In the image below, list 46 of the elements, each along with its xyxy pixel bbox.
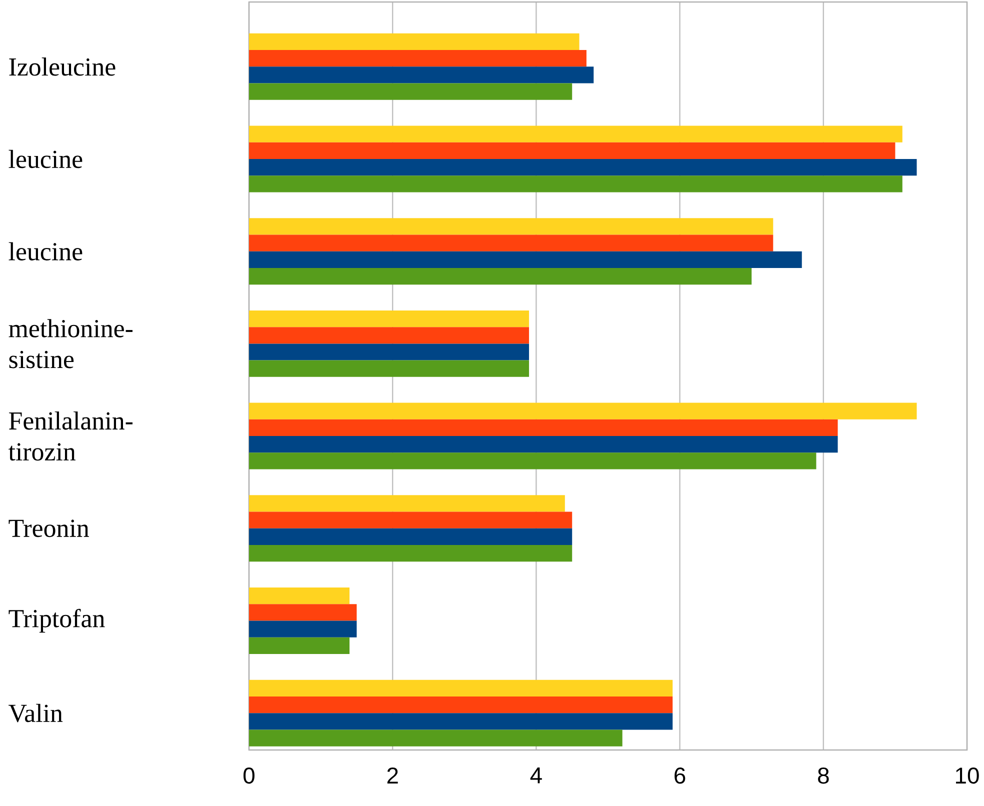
- bar: [249, 587, 350, 604]
- x-tick-label: 8: [818, 768, 829, 784]
- bar: [249, 234, 774, 252]
- bar: [249, 310, 530, 328]
- x-tick-label: 10: [956, 768, 979, 784]
- bar: [249, 452, 816, 470]
- x-tick-label: 6: [674, 768, 686, 784]
- bar: [249, 620, 357, 638]
- bar: [249, 512, 572, 528]
- bar: [249, 50, 586, 67]
- x-tick-label: 2: [387, 768, 398, 784]
- bar: [249, 66, 594, 84]
- bar: [249, 419, 838, 436]
- bar: [249, 158, 917, 176]
- x-tick-label: 0: [244, 768, 254, 784]
- bar: [249, 176, 902, 192]
- bar: [249, 142, 896, 159]
- y-tick-label: methionine-sistine: [8, 319, 133, 368]
- bar: [249, 360, 530, 377]
- bar: [249, 268, 752, 285]
- bar: [249, 713, 673, 730]
- bar: [249, 33, 580, 50]
- bar: [249, 730, 622, 746]
- y-tick-label: Valin: [8, 704, 63, 722]
- y-tick-label: Fenilalanin-tirozin: [8, 411, 133, 461]
- bar: [249, 495, 565, 512]
- bar: [249, 402, 917, 420]
- bar: [249, 83, 572, 100]
- y-tick-label: leucine: [8, 150, 82, 168]
- bar: [249, 251, 802, 268]
- x-tick-label: 4: [530, 768, 542, 784]
- bar: [249, 126, 902, 142]
- bar: [249, 696, 673, 714]
- y-tick-label: Triptofan: [8, 608, 105, 633]
- bar: [249, 680, 673, 696]
- bar: [249, 327, 530, 344]
- bar: [249, 545, 572, 562]
- y-tick-label: Treonin: [8, 520, 89, 538]
- bar: [249, 344, 530, 360]
- y-tick-label: leucine: [8, 242, 82, 260]
- bar: [249, 604, 357, 621]
- bar: [249, 218, 774, 235]
- bar: [249, 637, 350, 654]
- bar: [249, 436, 838, 453]
- y-tick-label: Izoleucine: [9, 58, 116, 76]
- bar: [249, 528, 572, 545]
